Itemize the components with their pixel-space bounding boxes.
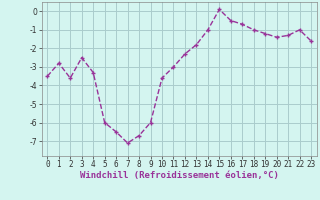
X-axis label: Windchill (Refroidissement éolien,°C): Windchill (Refroidissement éolien,°C) [80,171,279,180]
